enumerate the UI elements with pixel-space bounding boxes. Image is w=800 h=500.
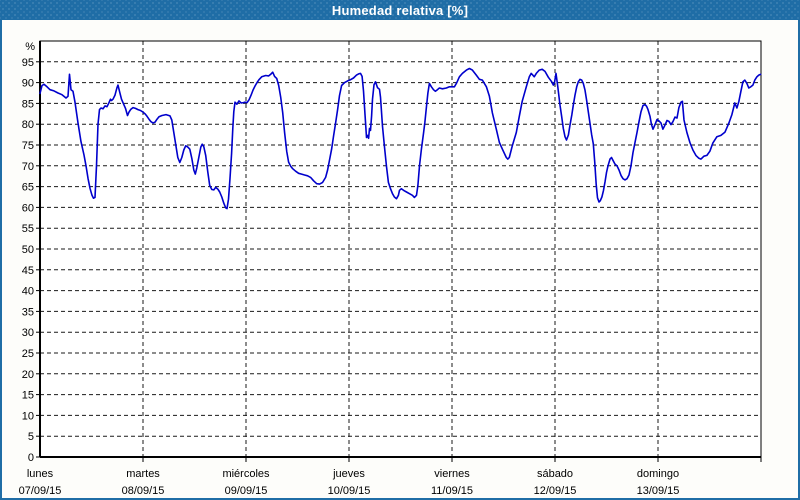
day-name-label: sábado [537, 468, 573, 480]
y-tick-label: 30 [22, 327, 34, 339]
y-tick-label: 85 [22, 98, 34, 110]
y-tick-label: 75 [22, 140, 34, 152]
day-date-label: 11/09/15 [431, 485, 473, 497]
y-tick-label: 40 [22, 286, 34, 298]
day-date-label: 08/09/15 [122, 485, 165, 497]
day-date-label: 09/09/15 [225, 485, 268, 497]
humidity-series-line [39, 67, 762, 210]
y-tick-label: 25 [22, 348, 34, 360]
day-name-label: martes [126, 468, 160, 480]
y-tick-label: 70 [22, 161, 34, 173]
y-tick-label: 5 [28, 431, 34, 443]
y-tick-label: 55 [22, 223, 34, 235]
day-date-label: 07/09/15 [19, 485, 62, 497]
y-tick-label: 45 [22, 265, 34, 277]
y-tick-label: 50 [22, 244, 34, 256]
y-tick-label: 90 [22, 78, 34, 90]
day-name-label: lunes [27, 468, 54, 480]
day-date-label: 10/09/15 [328, 485, 371, 497]
day-date-label: 12/09/15 [534, 485, 577, 497]
title-bar: Humedad relativa [%] [0, 0, 800, 20]
y-tick-label: 60 [22, 202, 34, 214]
chart-panel: 0 5 10 15 20 25 30 35 40 45 50 55 60 65 70 75 80 85 90 95% l… [2, 20, 798, 498]
day-name-label: viernes [434, 468, 470, 480]
y-tick-label: 95 [22, 57, 34, 69]
window-title: Humedad relativa [%] [331, 2, 469, 18]
y-tick-label: 0 [28, 452, 34, 464]
y-tick-label: 35 [22, 306, 34, 318]
y-axis-unit-label: % [25, 41, 35, 53]
day-date-label: 13/09/15 [637, 485, 680, 497]
y-tick-label: 15 [22, 390, 34, 402]
y-tick-label: 10 [22, 410, 34, 422]
humidity-line-chart: 0 5 10 15 20 25 30 35 40 45 50 55 60 65 70 75 80 85 90 95% l… [19, 40, 762, 497]
y-tick-label: 80 [22, 119, 34, 131]
y-tick-label: 65 [22, 182, 34, 194]
day-name-label: domingo [637, 468, 679, 480]
day-name-label: jueves [332, 468, 365, 480]
day-name-label: miércoles [222, 468, 270, 480]
y-tick-label: 20 [22, 369, 34, 381]
